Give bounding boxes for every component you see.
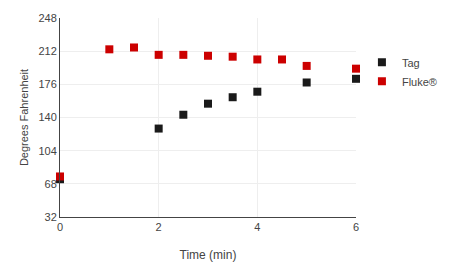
svg-text:4: 4 [254,221,260,233]
svg-text:140: 140 [38,111,56,123]
svg-text:0: 0 [57,221,63,233]
svg-text:104: 104 [38,145,56,157]
svg-text:248: 248 [38,12,56,24]
svg-text:32: 32 [45,211,57,223]
svg-text:Degrees Fahrenheit: Degrees Fahrenheit [18,69,30,166]
svg-text:68: 68 [45,178,57,190]
svg-text:Time (min): Time (min) [180,248,237,262]
svg-text:2: 2 [156,221,162,233]
svg-text:6: 6 [353,221,359,233]
svg-text:Fluke®: Fluke® [402,76,437,88]
svg-text:Tag: Tag [402,57,420,69]
svg-text:212: 212 [38,45,56,57]
svg-text:176: 176 [38,78,56,90]
